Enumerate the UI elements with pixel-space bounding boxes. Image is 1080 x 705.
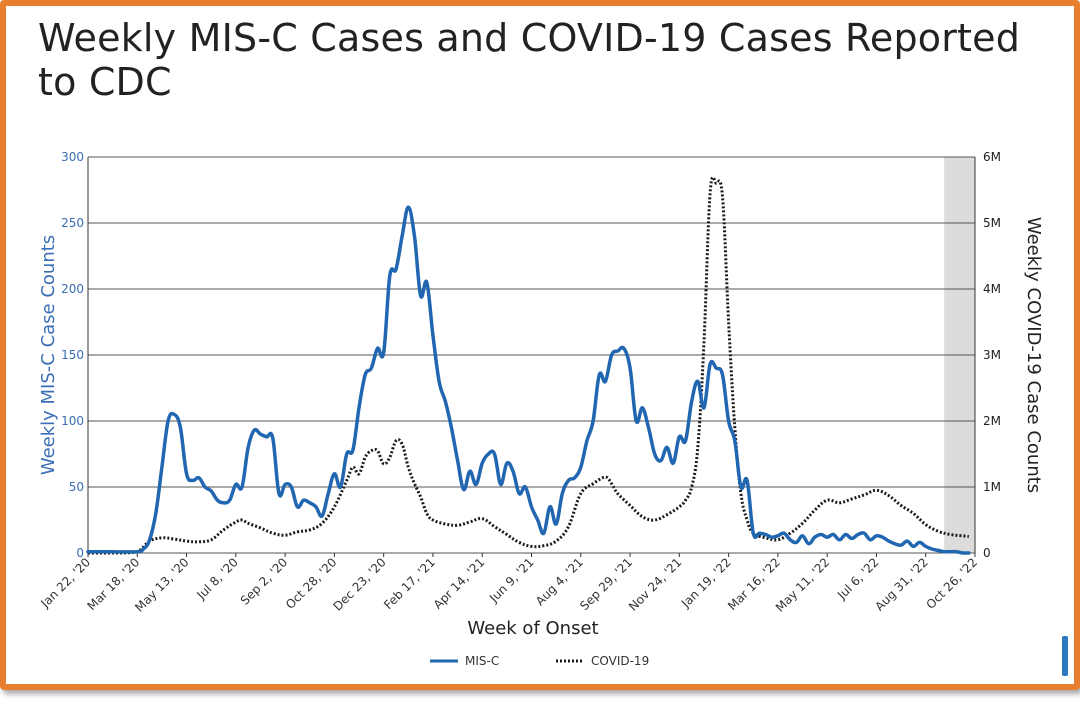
x-tick-label: Dec 23, '20 — [330, 555, 388, 613]
series-covid-19-line — [88, 175, 969, 555]
left-axis-ticks: 0 50 100 150 200 250 300 — [61, 150, 84, 560]
chart-title: Weekly MIS-C Cases and COVID-19 Cases Re… — [38, 16, 1021, 104]
legend-item-mis-c[interactable]: MIS-C — [430, 654, 499, 668]
y-tick-label: 0 — [76, 546, 84, 560]
x-tick-label: Jun 9, '21 — [486, 555, 536, 605]
y-tick-label: 100 — [61, 414, 84, 428]
x-tick-label: Aug 4, '21 — [533, 555, 586, 608]
y-tick-label: 200 — [61, 282, 84, 296]
y2-tick-label: 3M — [983, 348, 1001, 362]
y2-tick-label: 2M — [983, 414, 1001, 428]
x-tick-label: Jul 8, '20 — [193, 555, 240, 602]
y-tick-label: 300 — [61, 150, 84, 164]
y-tick-label: 150 — [61, 348, 84, 362]
x-tick-label: Nov 24, '21 — [626, 555, 684, 613]
y2-tick-label: 5M — [983, 216, 1001, 230]
right-axis-ticks: 0 1M 2M 3M 4M 5M 6M — [983, 150, 1001, 560]
x-tick-label: Jul 6, '22 — [834, 555, 881, 602]
x-tick-label: Oct 26, '22 — [924, 555, 981, 612]
y-axis-label: Weekly MIS-C Case Counts — [38, 235, 59, 475]
y2-tick-label: 6M — [983, 150, 1001, 164]
x-tick-label: Sep 2, '20 — [238, 555, 291, 608]
grid-lines-overlay — [88, 156, 975, 554]
legend-label-covid-19: COVID-19 — [591, 654, 649, 668]
legend-item-covid-19[interactable]: COVID-19 — [556, 654, 649, 668]
y2-tick-label: 1M — [983, 480, 1001, 494]
x-axis-label: Week of Onset — [467, 618, 598, 639]
y2-tick-label: 0 — [983, 546, 991, 560]
x-tick-label: Apr 14, '21 — [431, 555, 488, 612]
feedback-tab[interactable] — [1062, 636, 1068, 676]
x-tick-label: Feb 17, '21 — [381, 555, 438, 612]
legend: MIS-C COVID-19 — [430, 654, 649, 668]
y-tick-label: 250 — [61, 216, 84, 230]
y2-tick-label: 4M — [983, 282, 1001, 296]
legend-label-mis-c: MIS-C — [465, 654, 499, 668]
chart-frame — [0, 0, 1080, 690]
x-tick-label: Aug 31, '22 — [872, 555, 930, 613]
series-mis-c-line — [86, 205, 971, 555]
y-tick-label: 50 — [69, 480, 84, 494]
y2-axis-label: Weekly COVID-19 Case Counts — [1023, 217, 1044, 493]
